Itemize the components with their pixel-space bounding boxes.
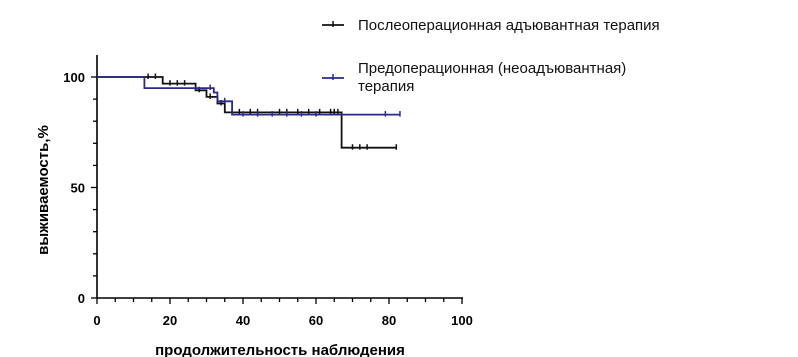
- y-tick-label: 50: [71, 181, 85, 196]
- series-line-2: [97, 76, 400, 116]
- y-axis-title: выживаемость,%: [35, 125, 52, 255]
- x-tick-label: 100: [451, 313, 473, 328]
- legend-item-1: Послеоперационная адъювантная терапия: [322, 17, 660, 34]
- series-1: [97, 73, 398, 150]
- x-axis-title: продолжительность наблюдения: [155, 342, 405, 357]
- axes: 0 20 40 60 80 100 0 50 100: [63, 55, 473, 328]
- x-tick-label: 80: [382, 313, 396, 328]
- y-tick-label: 0: [78, 291, 85, 306]
- legend-label: Послеоперационная адъювантная терапия: [358, 17, 660, 34]
- y-tick-label: 100: [63, 70, 85, 85]
- x-tick-label: 20: [163, 313, 177, 328]
- x-tick-label: 40: [236, 313, 250, 328]
- series-line-1: [97, 76, 397, 149]
- series-2: [97, 76, 401, 117]
- x-tick-label: 60: [309, 313, 323, 328]
- legend-item-2: Предоперационная (неоадъювантная) терапия: [322, 60, 626, 95]
- legend-label: Предоперационная (неоадъювантная) терапия: [358, 60, 626, 95]
- x-tick-label: 0: [93, 313, 100, 328]
- series-layer: [97, 73, 401, 150]
- legend: Послеоперационная адъювантная терапия Пре…: [322, 17, 660, 95]
